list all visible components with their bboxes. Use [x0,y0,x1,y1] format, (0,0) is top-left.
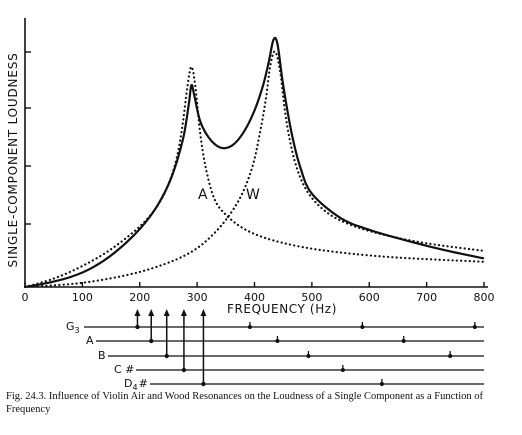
x-tick-label: 400 [244,291,265,304]
harmonic-marker [135,324,140,330]
harmonic-marker [360,325,365,329]
x-tick-label: 500 [301,291,322,304]
harmonic-marker [401,339,406,343]
note-label: B [98,349,106,362]
series-layer [23,36,486,289]
series-resonance-w [23,50,486,289]
harmonic-marker [201,381,206,387]
arrow-head [180,309,187,316]
annotation-w: W [246,187,260,203]
x-axis-ticks: 0 100 200 300 400 500 600 700 800 [22,282,495,304]
x-tick-label: 300 [187,291,208,304]
x-tick-label: 100 [72,291,93,304]
annotation-a: A [198,187,208,203]
arrow-head [148,309,155,316]
note-label: D4# [124,377,148,392]
harmonic-marker [149,338,154,344]
harmonic-marker [164,353,169,359]
series-resonance-a [23,65,486,289]
y-axis-label: SINGLE-COMPONENT LOUDNESS [6,52,20,267]
x-tick-label: 700 [416,291,437,304]
x-tick-label: 200 [129,291,150,304]
figure-caption: Fig. 24.3. Influence of Violin Air and W… [6,391,483,415]
harmonic-marker [247,325,252,329]
x-axis-label: FREQUENCY (Hz) [227,302,337,316]
x-tick-label: 800 [474,291,495,304]
note-label: A [86,334,94,347]
note-label: C # [114,363,134,376]
figure: 0 100 200 300 400 500 600 700 800 SINGLE-COMPONE… [6,18,495,392]
arrow-head [134,309,141,316]
y-axis-ticks [25,51,31,225]
harmonic-marker [379,382,384,386]
harmonic-marker [340,368,345,372]
x-tick-label: 0 [22,291,29,304]
harmonic-marker [306,354,311,358]
x-tick-label: 600 [359,291,380,304]
note-label: G3 [66,320,80,335]
harmonic-marker [472,325,477,329]
series-total-loudness [24,36,485,289]
harmonic-marker [181,367,187,373]
arrow-head [163,309,170,316]
harmonic-marker [275,339,280,343]
arrow-head [200,309,207,316]
harmonic-marker [448,354,453,358]
note-staff: G3 AB C #D4# [66,309,484,392]
